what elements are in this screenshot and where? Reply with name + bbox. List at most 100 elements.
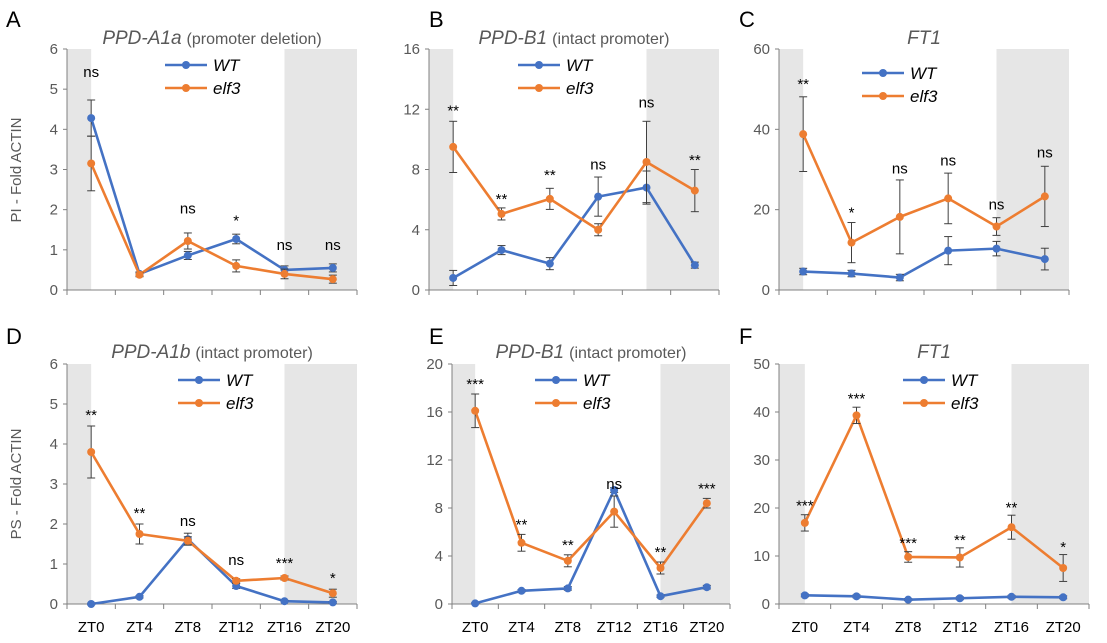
y-tick-label: 2: [50, 202, 58, 219]
data-point-elf3: [87, 448, 96, 456]
data-point-elf3: [183, 536, 192, 545]
data-point-elf3: [690, 186, 699, 195]
data-point-wt: [328, 263, 337, 272]
shade-region: [284, 364, 357, 604]
y-tick-label: 12: [426, 452, 443, 469]
data-point-elf3: [328, 589, 337, 598]
y-tick-label: 0: [412, 282, 420, 299]
panel-title-gene: PPD-A1b: [111, 342, 190, 363]
shade-region: [429, 49, 454, 290]
panel-title-gene: PPD-B1: [478, 28, 547, 49]
significance-label: **: [655, 544, 667, 561]
data-point-wt: [799, 267, 808, 276]
panel-title: PPD-B1 (intact promoter): [478, 28, 669, 49]
x-tick-label: ZT20: [689, 619, 724, 636]
data-point-elf3: [955, 553, 964, 562]
series-line-elf3: [801, 133, 1046, 244]
significance-label: *: [330, 570, 336, 587]
series-line-elf3: [90, 451, 334, 595]
significance-label: **: [496, 191, 508, 208]
y-tick-label: 10: [753, 548, 770, 565]
data-point-wt: [1040, 255, 1049, 264]
panel-title: PPD-B1 (intact promoter): [495, 342, 686, 363]
legend-label-wt: WT: [583, 371, 611, 390]
y-tick-label: 12: [403, 101, 420, 118]
legend-label-wt: WT: [951, 371, 979, 390]
data-point-elf3: [895, 212, 904, 221]
x-tick-label: ZT12: [942, 619, 977, 636]
legend-label-elf3: elf3: [583, 394, 611, 413]
data-point-elf3: [800, 518, 809, 527]
data-point-elf3: [852, 411, 861, 420]
significance-label: **: [562, 537, 574, 554]
data-point-elf3: [702, 499, 711, 508]
legend-label-wt: WT: [910, 64, 938, 83]
legend-label-elf3: elf3: [951, 394, 979, 413]
x-tick-label: ZT0: [78, 619, 105, 636]
legend-marker-wt: [879, 69, 887, 77]
legend-label-elf3: elf3: [910, 87, 938, 106]
y-tick-label: 4: [435, 548, 443, 565]
data-point-wt: [471, 599, 480, 608]
significance-label: ns: [606, 476, 622, 493]
significance-label: ***: [899, 535, 917, 552]
panel-letter: F: [739, 324, 752, 349]
significance-label: ns: [989, 197, 1005, 214]
data-point-elf3: [799, 130, 808, 139]
series-line-wt: [474, 488, 708, 605]
panel-letter: E: [429, 324, 444, 349]
y-tick-label: 16: [426, 404, 443, 421]
series-line-wt: [804, 594, 1064, 601]
significance-label: ***: [848, 390, 866, 407]
panel-title-note: (intact promoter): [195, 345, 312, 362]
y-tick-label: 3: [50, 476, 58, 493]
y-tick-label: 1: [50, 242, 58, 259]
data-point-wt: [563, 584, 572, 593]
series-line-wt: [90, 537, 333, 606]
y-tick-label: 4: [412, 222, 420, 239]
data-point-wt: [449, 273, 458, 282]
significance-label: ns: [83, 64, 99, 81]
legend-label-elf3: elf3: [226, 394, 254, 413]
significance-label: **: [447, 102, 459, 119]
y-tick-label: 3: [50, 162, 58, 179]
data-point-wt: [800, 591, 809, 600]
data-point-elf3: [642, 157, 651, 166]
data-point-elf3: [847, 238, 856, 247]
y-tick-label: 20: [753, 500, 770, 517]
legend-marker-elf3: [552, 399, 560, 407]
panel-b: 0 4 8 12 16 ** ** ** ns ns ** PPD-B1 (intact promote…: [403, 7, 720, 299]
panel-title: FT1: [917, 342, 951, 363]
series-line-elf3: [452, 146, 696, 232]
significance-label: ns: [180, 201, 196, 218]
significance-label: ns: [590, 157, 606, 174]
y-tick-label: 40: [753, 404, 770, 421]
significance-label: **: [954, 532, 966, 549]
data-point-elf3: [1040, 192, 1049, 201]
y-tick-label: 0: [50, 596, 58, 613]
data-point-wt: [610, 486, 619, 494]
data-point-elf3: [232, 576, 241, 585]
x-tick-label: ZT4: [843, 619, 870, 636]
y-tick-label: 40: [753, 121, 770, 138]
data-point-elf3: [1059, 564, 1068, 572]
significance-label: ns: [277, 237, 293, 254]
y-tick-label: 6: [50, 41, 58, 58]
shade-region: [284, 49, 357, 290]
data-point-wt: [992, 244, 1001, 253]
significance-label: **: [134, 505, 146, 522]
legend-marker-wt: [552, 376, 560, 384]
data-point-wt: [232, 234, 241, 243]
legend-marker-elf3: [195, 399, 203, 407]
y-tick-label: 0: [50, 282, 58, 299]
significance-label: ***: [698, 481, 716, 498]
y-tick-label: 4: [50, 121, 58, 138]
data-point-wt: [944, 246, 953, 255]
legend-label-wt: WT: [226, 371, 254, 390]
significance-label: ns: [639, 95, 655, 112]
y-tick-label: 20: [426, 356, 443, 373]
data-point-wt: [497, 246, 506, 255]
